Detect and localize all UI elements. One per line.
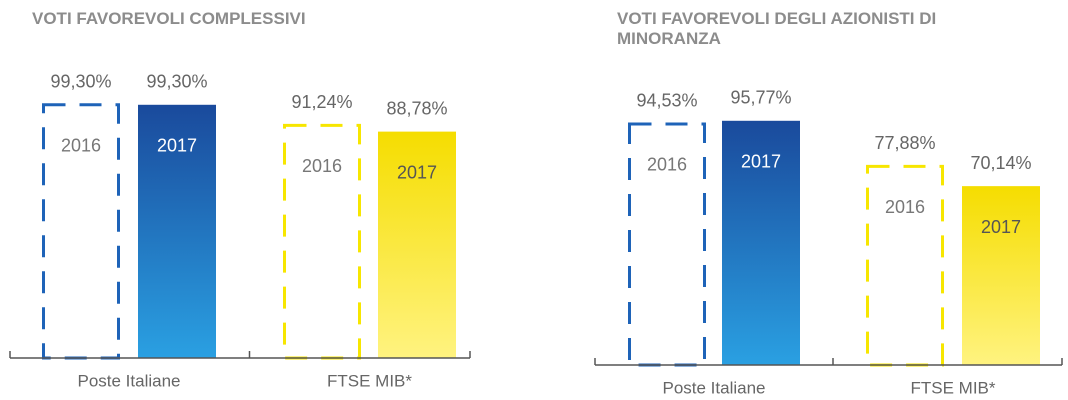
x-tick-label: FTSE MIB* xyxy=(327,371,412,390)
value-label: 91,24% xyxy=(291,92,352,112)
x-tick-label: FTSE MIB* xyxy=(910,378,995,397)
series-label: 2017 xyxy=(741,152,781,172)
chart-title: VOTI FAVOREVOLI DEGLI AZIONISTI DI MINORA… xyxy=(617,9,936,48)
x-tick-label: Poste Italiane xyxy=(662,378,765,397)
value-label: 94,53% xyxy=(636,91,697,111)
series-label: 2017 xyxy=(157,136,197,156)
bar xyxy=(722,120,800,365)
bar xyxy=(378,131,456,358)
x-tick-label: Poste Italiane xyxy=(77,371,180,390)
value-label: 99,30% xyxy=(146,72,207,92)
series-label: 2016 xyxy=(647,155,687,175)
series-label: 2016 xyxy=(302,156,342,176)
series-label: 2017 xyxy=(397,162,437,182)
bar xyxy=(866,164,944,367)
value-label: 95,77% xyxy=(730,88,791,108)
series-label: 2017 xyxy=(981,217,1021,237)
series-label: 2016 xyxy=(885,197,925,217)
value-label: 88,78% xyxy=(386,98,447,118)
value-label: 70,14% xyxy=(970,153,1031,173)
chart-title: VOTI FAVOREVOLI COMPLESSIVI xyxy=(32,9,306,28)
value-label: 77,88% xyxy=(874,133,935,153)
value-label: 99,30% xyxy=(50,72,111,92)
bar xyxy=(138,104,216,358)
bar xyxy=(628,122,706,367)
series-label: 2016 xyxy=(61,136,101,156)
bar xyxy=(962,186,1040,365)
